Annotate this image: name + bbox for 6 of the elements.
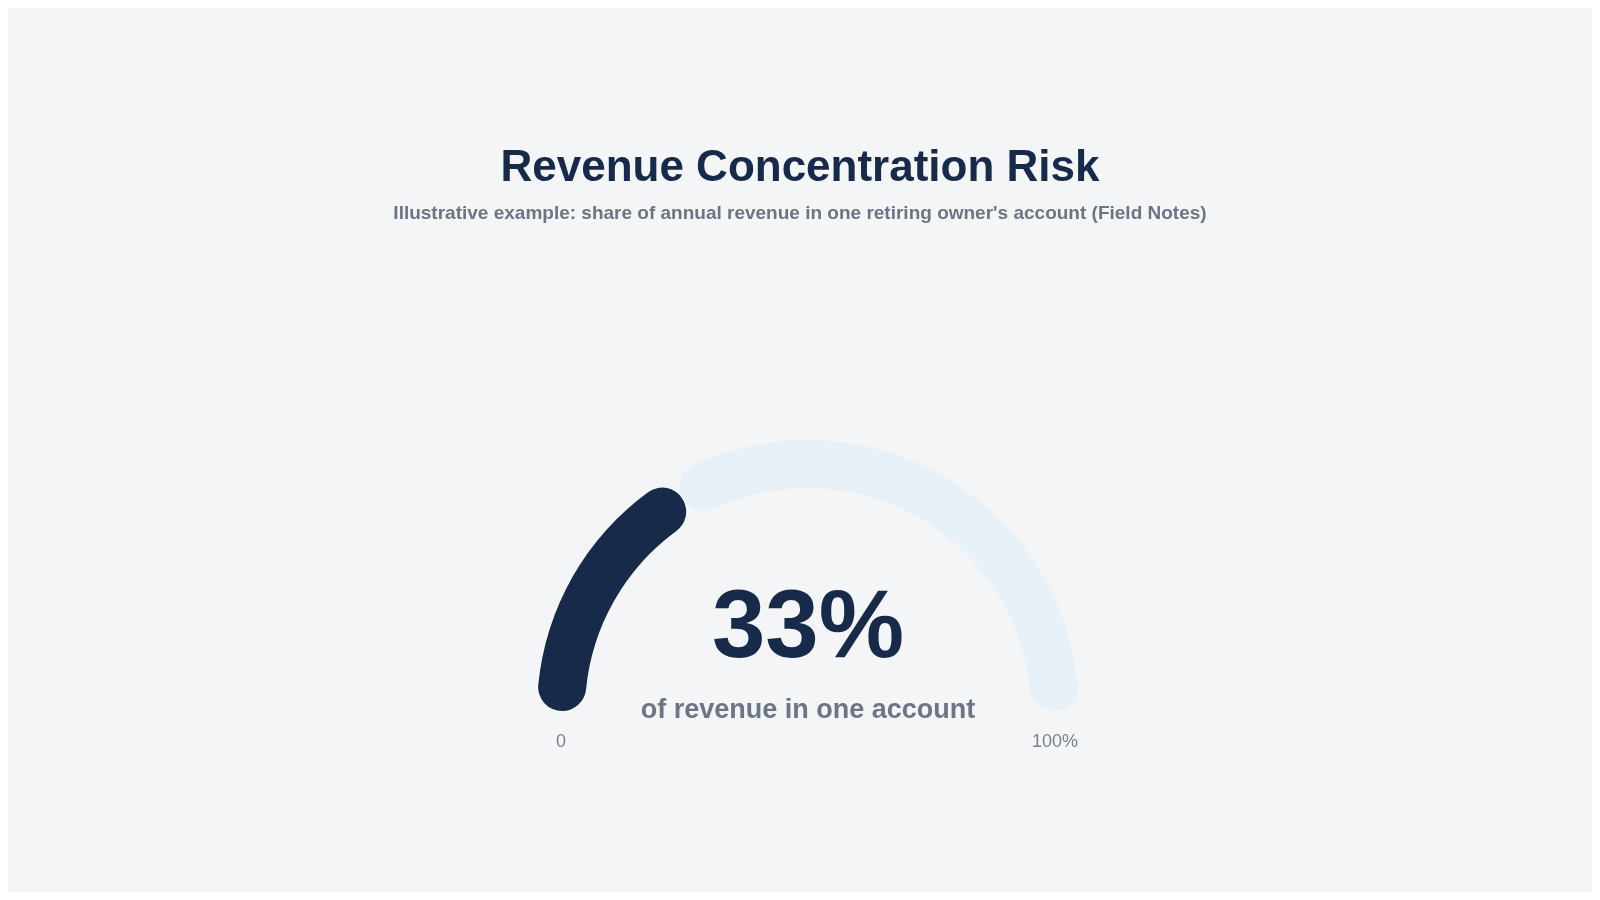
text: 100%	[1031, 731, 1079, 751]
chart-title: Revenue Concentration Risk	[500, 140, 1101, 190]
text: 0	[555, 731, 567, 751]
text: 33%	[711, 569, 905, 677]
chart-subtitle: Illustrative example: share of annual revenue in one retiring owner's account (Field Notes)	[393, 202, 1207, 223]
text: of revenue in one account	[640, 694, 976, 724]
